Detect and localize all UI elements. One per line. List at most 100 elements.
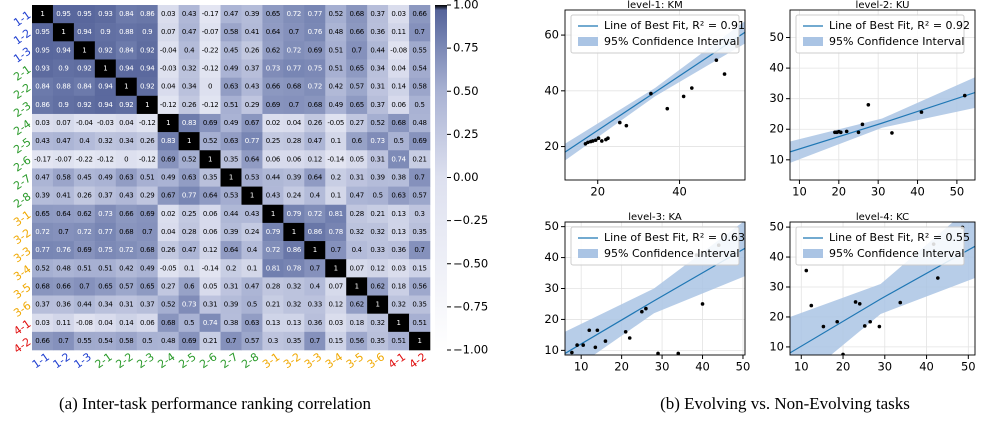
cell-label: 0.77 xyxy=(308,10,322,18)
colorbar-tick-label: −0.75 xyxy=(453,299,488,313)
cell-label: 0.26 xyxy=(245,46,260,54)
cell-label: 0.4 xyxy=(352,246,363,254)
heatmap-cell xyxy=(346,204,368,224)
cell-label: -0.22 xyxy=(76,155,93,163)
heatmap-cell xyxy=(52,186,75,206)
heatmap-cell xyxy=(325,95,347,115)
heatmap-cell xyxy=(409,241,431,260)
cell-label: 0.49 xyxy=(224,65,238,73)
cell-label: 0.32 xyxy=(349,228,363,236)
heatmap-cell xyxy=(283,95,305,115)
heatmap-cell xyxy=(157,277,179,296)
heatmap-cell xyxy=(73,168,96,187)
heatmap-cell xyxy=(409,77,431,97)
heatmap-cell xyxy=(136,23,158,42)
cell-label: 0.72 xyxy=(287,46,301,54)
cell-label: 0.04 xyxy=(391,65,406,73)
cell-label: 0.32 xyxy=(370,319,384,327)
heatmap-cell xyxy=(32,113,54,133)
heatmap-cell xyxy=(367,186,389,206)
cell-label: 0.31 xyxy=(370,155,384,163)
heatmap-cell xyxy=(220,77,242,97)
heatmap-cell xyxy=(409,222,431,242)
heatmap-cell xyxy=(220,41,242,60)
heatmap-cell xyxy=(94,222,117,242)
cell-label: 0.72 xyxy=(119,246,133,254)
y-tick-label: 40 xyxy=(544,250,559,264)
cell-label: 0.84 xyxy=(119,46,134,54)
y-category-label: 2-7 xyxy=(11,172,33,193)
cell-label: 0.95 xyxy=(77,10,91,18)
y-category-label: 3-4 xyxy=(11,263,33,284)
cell-label: -0.14 xyxy=(327,155,344,163)
cell-label: 0.05 xyxy=(203,282,217,290)
heatmap-cell xyxy=(367,277,389,296)
x-category-label: 2-3 xyxy=(134,350,156,371)
heatmap-cell xyxy=(325,41,347,60)
heatmap-cell xyxy=(409,59,431,78)
heatmap-cell xyxy=(409,204,431,224)
cell-label: -0.08 xyxy=(76,319,93,327)
cell-label: 0.12 xyxy=(370,264,384,272)
cell-label: 0.48 xyxy=(329,28,343,36)
cell-label: 0.13 xyxy=(391,210,405,218)
heatmap-cell xyxy=(367,204,389,224)
cell-label: 0.7 xyxy=(414,28,424,36)
cell-label: 0.06 xyxy=(287,155,302,163)
heatmap-cell xyxy=(157,259,179,278)
cell-label: 0.7 xyxy=(310,264,320,272)
data-point xyxy=(890,131,894,135)
heatmap-cell xyxy=(157,41,179,60)
heatmap-cell xyxy=(283,277,305,296)
cell-label: 0.63 xyxy=(391,192,405,200)
data-point xyxy=(877,324,882,329)
heatmap-cell xyxy=(52,313,75,333)
heatmap-cell xyxy=(52,132,75,151)
cell-label: 0.03 xyxy=(35,119,49,127)
data-point xyxy=(919,110,924,114)
x-tick-label: 30 xyxy=(871,185,886,199)
cell-label: 0.35 xyxy=(412,228,426,236)
heatmap-cell xyxy=(32,59,54,78)
y-tick-label: 40 xyxy=(544,83,559,97)
cell-label: 0.55 xyxy=(77,337,91,345)
cell-label: 0.07 xyxy=(161,28,175,36)
y-category-label: 3-6 xyxy=(11,299,33,320)
heatmap-cell xyxy=(199,204,221,224)
heatmap-cell xyxy=(346,41,368,60)
x-tick-label: 40 xyxy=(695,360,710,374)
cell-label: 0.21 xyxy=(370,210,384,218)
cell-label: 0.25 xyxy=(182,210,196,218)
cell-label: 0.12 xyxy=(329,301,343,309)
heatmap-cell xyxy=(199,132,221,151)
cell-label: 0.37 xyxy=(370,10,384,18)
heatmap-cell xyxy=(409,186,431,206)
heatmap-cell xyxy=(367,132,389,151)
cell-label: 0.6 xyxy=(184,282,195,290)
heatmap-cell xyxy=(94,331,117,351)
cell-label: 0.75 xyxy=(98,246,112,254)
cell-label: 0.4 xyxy=(247,246,258,254)
cell-label: 0.69 xyxy=(140,210,154,218)
heatmap-cell xyxy=(346,5,368,24)
heatmap-cell xyxy=(409,150,431,169)
cell-label: 0.73 xyxy=(266,65,280,73)
cell-label: 0.35 xyxy=(203,174,217,182)
cell-label: 0.44 xyxy=(370,46,385,54)
heatmap-cell xyxy=(262,5,284,24)
cell-label: 0.84 xyxy=(35,83,50,91)
cell-label: 0.48 xyxy=(56,264,70,272)
cell-label: 1 xyxy=(40,10,44,18)
heatmap-cell xyxy=(115,295,138,314)
cell-label: -0.14 xyxy=(202,264,219,272)
cell-label: 0.43 xyxy=(266,192,280,200)
y-tick-label: 50 xyxy=(769,220,784,234)
heatmap-cell xyxy=(94,113,117,133)
heatmap-cell xyxy=(32,259,54,278)
cell-label: 0.7 xyxy=(414,174,424,182)
heatmap-cell xyxy=(178,222,200,242)
cell-label: 0.67 xyxy=(161,192,175,200)
heatmap-cell xyxy=(157,132,179,151)
cell-label: 0.47 xyxy=(349,192,363,200)
